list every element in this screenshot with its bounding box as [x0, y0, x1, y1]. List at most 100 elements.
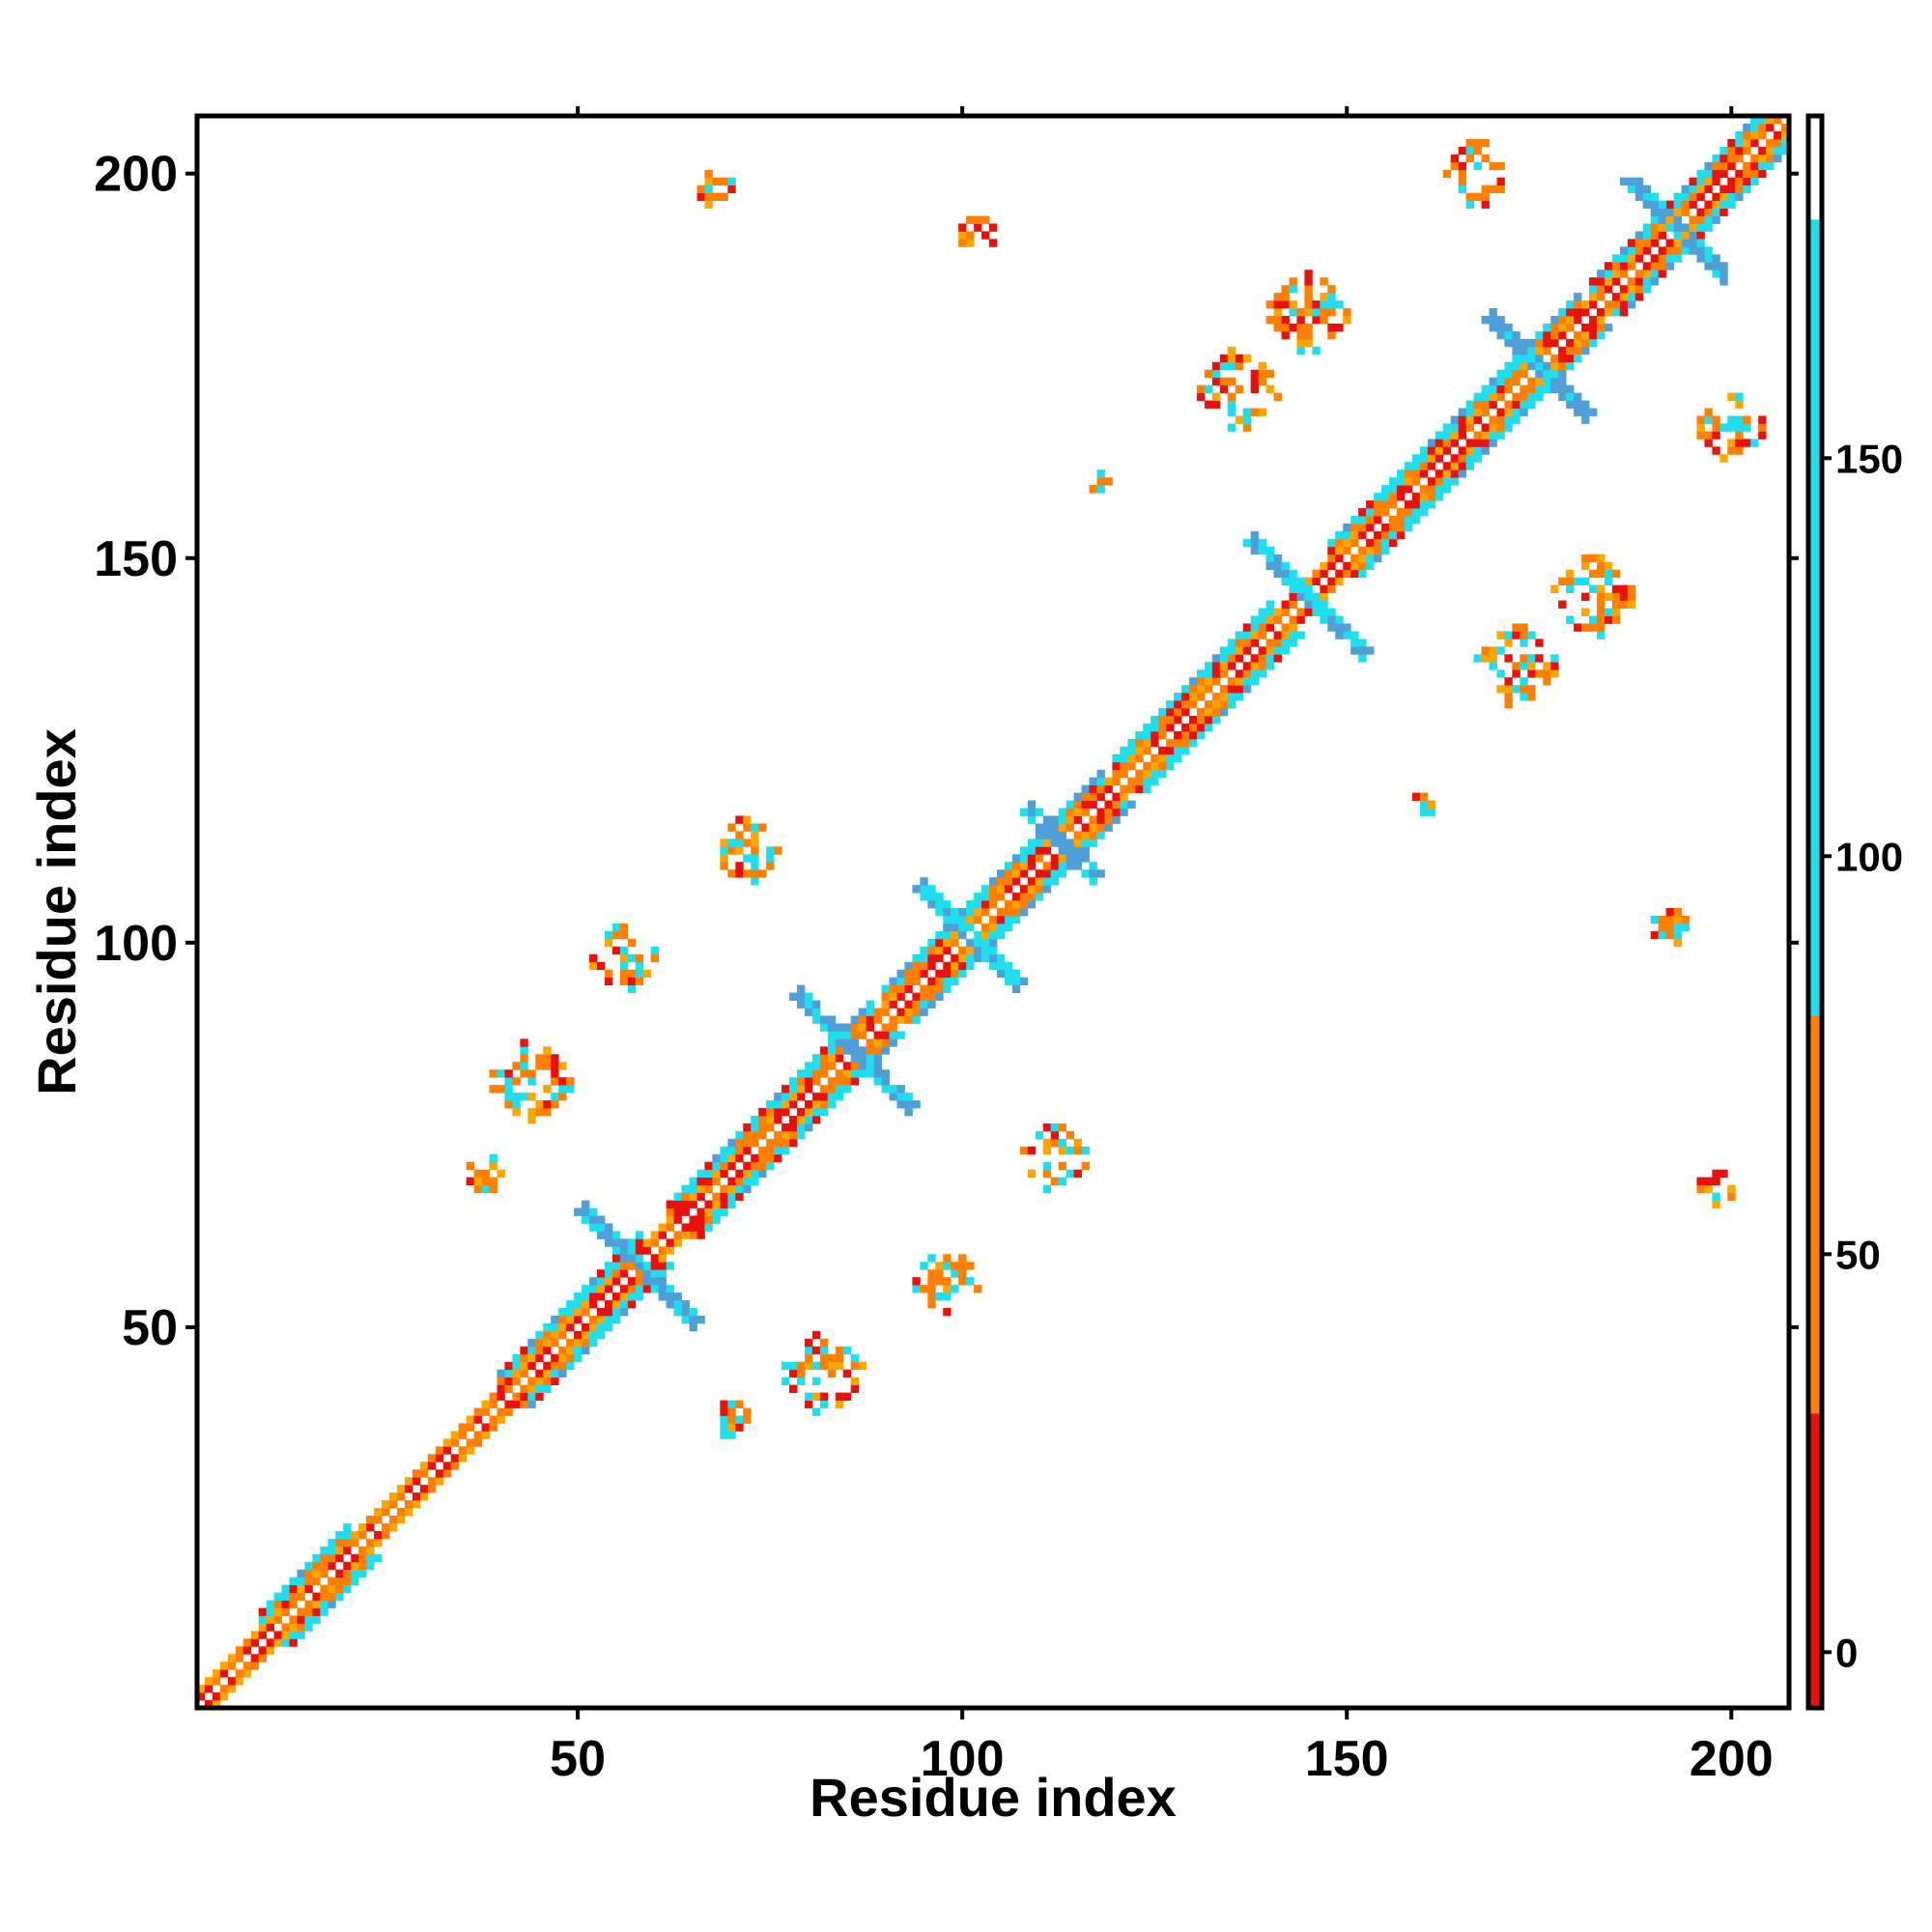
heatmap-cell	[1135, 769, 1144, 779]
heatmap-cell	[1465, 408, 1474, 416]
heatmap-cell	[1750, 161, 1759, 171]
heatmap-cell	[1035, 831, 1044, 839]
heatmap-cell	[1265, 554, 1274, 563]
heatmap-cell	[1120, 753, 1128, 763]
heatmap-cell	[658, 1262, 668, 1270]
heatmap-cell	[582, 1308, 590, 1317]
heatmap-cell	[673, 1208, 682, 1216]
heatmap-cell	[1574, 330, 1582, 340]
heatmap-cell	[974, 938, 982, 948]
heatmap-cell	[1151, 723, 1159, 732]
heatmap-cell	[527, 1108, 536, 1117]
heatmap-cell	[1504, 423, 1513, 432]
heatmap-cell	[512, 1077, 521, 1086]
heatmap-cell	[1774, 146, 1782, 156]
heatmap-cell	[1358, 646, 1367, 655]
heatmap-cell	[1435, 477, 1444, 486]
heatmap-cell	[1166, 738, 1175, 748]
heatmap-cell	[1712, 423, 1720, 432]
heatmap-cell	[1689, 177, 1697, 186]
heatmap-cell	[266, 1646, 275, 1655]
heatmap-cell	[1558, 577, 1567, 586]
heatmap-cell	[1227, 361, 1236, 371]
heatmap-cell	[673, 1300, 682, 1309]
heatmap-cell	[1634, 231, 1644, 240]
heatmap-cell	[704, 1223, 713, 1232]
heatmap-cell	[1273, 316, 1282, 325]
heatmap-cell	[1665, 239, 1674, 247]
heatmap-cell	[1658, 200, 1667, 209]
heatmap-cell	[1419, 800, 1429, 809]
heatmap-cell	[850, 1038, 860, 1047]
heatmap-cell	[935, 1262, 944, 1270]
heatmap-cell	[1589, 316, 1598, 325]
heatmap-cell	[696, 1184, 705, 1193]
heatmap-cell	[1712, 431, 1720, 440]
heatmap-cell	[1704, 208, 1713, 216]
heatmap-cell	[811, 1015, 821, 1024]
heatmap-cell	[1035, 854, 1044, 863]
heatmap-cell	[1774, 130, 1782, 140]
heatmap-cell	[1089, 792, 1097, 801]
heatmap-cell	[1520, 400, 1528, 409]
heatmap-cell	[1211, 693, 1221, 701]
heatmap-cell	[327, 1600, 336, 1608]
heatmap-cell	[312, 1592, 321, 1601]
heatmap-cell	[1581, 338, 1590, 348]
heatmap-cell	[1558, 323, 1567, 332]
heatmap-cell	[720, 862, 728, 870]
heatmap-cell	[1574, 300, 1582, 309]
heatmap-cell	[1158, 769, 1167, 779]
heatmap-cell	[1227, 685, 1236, 694]
heatmap-cell	[1050, 862, 1060, 870]
heatmap-cell	[1112, 800, 1121, 809]
heatmap-cell	[1112, 808, 1121, 816]
heatmap-cell	[1065, 846, 1074, 855]
heatmap-cell	[1535, 361, 1544, 371]
heatmap-cell	[1604, 277, 1613, 286]
heatmap-cell	[351, 1530, 359, 1540]
heatmap-cell	[551, 1361, 559, 1371]
heatmap-cell	[658, 1293, 668, 1301]
heatmap-cell	[627, 953, 637, 963]
heatmap-cell	[1358, 515, 1367, 525]
heatmap-cell	[1427, 439, 1436, 447]
heatmap-cell	[866, 1008, 874, 1016]
heatmap-cell	[927, 992, 936, 1001]
heatmap-cell	[489, 1177, 497, 1186]
heatmap-cell	[989, 885, 998, 894]
heatmap-cell	[673, 1215, 682, 1224]
heatmap-cell	[743, 1407, 752, 1416]
heatmap-cell	[1374, 500, 1382, 509]
heatmap-cell	[497, 1384, 505, 1393]
heatmap-cell	[1211, 361, 1221, 371]
heatmap-cell	[1750, 123, 1759, 132]
heatmap-cell	[1135, 730, 1144, 740]
heatmap-cell	[1465, 439, 1474, 447]
heatmap-cell	[473, 1169, 482, 1179]
heatmap-cell	[927, 977, 936, 986]
heatmap-cell	[943, 1308, 952, 1317]
heatmap-cell	[966, 1262, 975, 1270]
heatmap-cell	[889, 984, 897, 993]
heatmap-cell	[974, 953, 982, 963]
heatmap-cell	[1611, 608, 1621, 616]
heatmap-cell	[1320, 300, 1328, 309]
heatmap-cell	[1281, 323, 1290, 332]
heatmap-cell	[1320, 569, 1328, 579]
heatmap-cell	[1127, 761, 1136, 771]
heatmap-cell	[1465, 138, 1474, 148]
heatmap-cell	[1381, 523, 1390, 532]
heatmap-cell	[1258, 615, 1267, 624]
heatmap-cell	[1589, 277, 1598, 286]
heatmap-cell	[766, 1100, 775, 1109]
heatmap-cell	[1073, 1169, 1082, 1179]
heatmap-cell	[1658, 262, 1667, 270]
heatmap-cell	[627, 969, 637, 979]
heatmap-cell	[1027, 1146, 1037, 1155]
heatmap-cell	[858, 1046, 867, 1055]
heatmap-cell	[1058, 854, 1067, 863]
heatmap-cell	[1273, 569, 1282, 579]
heatmap-cell	[689, 1315, 697, 1324]
heatmap-cell	[850, 1384, 860, 1393]
